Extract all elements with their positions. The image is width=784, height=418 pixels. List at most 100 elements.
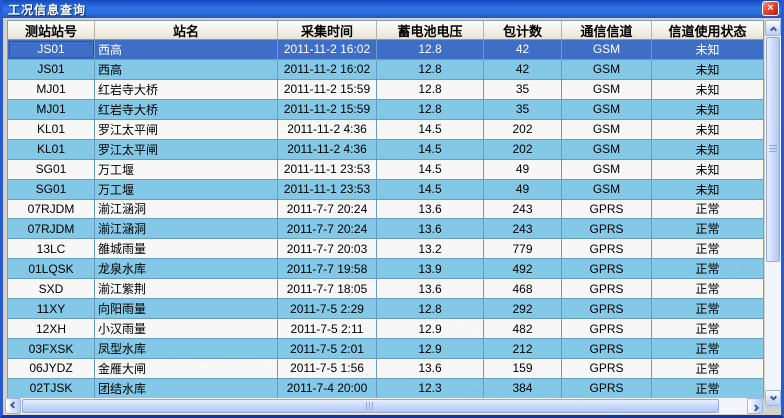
table-row[interactable]: KL01 罗江太平闸 2011-11-2 4:36 14.5 202 GSM 未知 — [8, 119, 763, 140]
close-icon[interactable]: × — [762, 1, 779, 16]
horizontal-scrollbar[interactable] — [5, 398, 763, 414]
scroll-left-button[interactable] — [5, 398, 21, 414]
cell-id: JS01 — [8, 59, 95, 79]
cell-channel: GSM — [562, 179, 652, 199]
table-body: JS01 西高 2011-11-2 16:02 12.8 42 GSM 未知 JS01 西高 20… — [8, 40, 763, 398]
chevron-right-icon — [751, 403, 759, 411]
cell-name: 雒城雨量 — [95, 239, 278, 259]
scroll-up-button[interactable] — [765, 20, 781, 36]
table-row[interactable]: 11XY 向阳雨量 2011-7-5 2:29 12.8 292 GPRS 正常 — [8, 299, 763, 320]
horizontal-scroll-thumb[interactable] — [22, 399, 719, 413]
station-status-table: 测站站号 站名 采集时间 蓄电池电压 包计数 通信信道 信道使用状态 JS01 西高 2011-… — [7, 20, 764, 399]
cell-name: 向阳雨量 — [95, 299, 278, 319]
cell-channel: GPRS — [562, 378, 652, 398]
cell-name: 团结水库 — [95, 378, 278, 398]
table-row[interactable]: 03FXSK 凤型水库 2011-7-5 2:01 12.9 212 GPRS 正常 — [8, 339, 763, 359]
cell-time: 2011-7-4 20:00 — [278, 378, 377, 398]
scroll-right-button[interactable] — [747, 398, 763, 414]
cell-packets: 243 — [484, 199, 562, 219]
table-row[interactable]: MJ01 红岩寺大桥 2011-11-2 15:59 12.8 35 GSM 未知 — [8, 79, 763, 100]
cell-channel: GSM — [562, 79, 652, 99]
vertical-scroll-track[interactable] — [765, 36, 781, 390]
column-header-id[interactable]: 测站站号 — [8, 21, 95, 40]
cell-time: 2011-7-7 20:24 — [278, 199, 377, 219]
column-header-time[interactable]: 采集时间 — [278, 21, 377, 40]
cell-id: MJ01 — [8, 99, 95, 119]
cell-voltage: 12.8 — [377, 79, 484, 99]
cell-name: 凤型水库 — [95, 339, 278, 358]
cell-voltage: 13.6 — [377, 279, 484, 299]
chevron-up-icon — [769, 25, 777, 33]
cell-channel: GSM — [562, 99, 652, 119]
column-header-voltage[interactable]: 蓄电池电压 — [377, 21, 484, 40]
cell-voltage: 13.6 — [377, 219, 484, 239]
cell-channel: GSM — [562, 139, 652, 159]
table-row[interactable]: SG01 万工堰 2011-11-1 23:53 14.5 49 GSM 未知 — [8, 179, 763, 200]
cell-name: 金雁大闸 — [95, 359, 278, 378]
vertical-scrollbar[interactable] — [765, 20, 781, 406]
cell-voltage: 12.9 — [377, 339, 484, 358]
cell-time: 2011-7-7 19:58 — [278, 259, 377, 279]
column-header-status[interactable]: 信道使用状态 — [652, 21, 763, 40]
table-row[interactable]: 06JYDZ 金雁大闸 2011-7-5 1:56 13.6 159 GPRS 正常 — [8, 359, 763, 379]
cell-packets: 42 — [484, 59, 562, 79]
table-row[interactable]: 07RJDM 湔江涵洞 2011-7-7 20:24 13.6 243 GPRS 正常 — [8, 199, 763, 220]
cell-time: 2011-7-7 20:24 — [278, 219, 377, 239]
table-row[interactable]: SG01 万工堰 2011-11-1 23:53 14.5 49 GSM 未知 — [8, 159, 763, 180]
cell-status: 未知 — [652, 119, 763, 139]
table-row[interactable]: 07RJDM 湔江涵洞 2011-7-7 20:24 13.6 243 GPRS 正常 — [8, 219, 763, 240]
cell-id: 02TJSK — [8, 378, 95, 398]
cell-voltage: 13.2 — [377, 239, 484, 259]
cell-channel: GPRS — [562, 199, 652, 219]
cell-packets: 468 — [484, 279, 562, 299]
cell-status: 正常 — [652, 239, 763, 259]
table-row[interactable]: 12XH 小汉雨量 2011-7-5 2:11 12.9 482 GPRS 正常 — [8, 319, 763, 340]
titlebar[interactable]: 工况信息查询 × — [3, 0, 781, 18]
table-row[interactable]: 13LC 雒城雨量 2011-7-7 20:03 13.2 779 GPRS 正常 — [8, 239, 763, 260]
cell-status: 正常 — [652, 259, 763, 279]
scroll-down-button[interactable] — [765, 390, 781, 406]
table-row[interactable]: JS01 西高 2011-11-2 16:02 12.8 42 GSM 未知 — [8, 59, 763, 80]
cell-packets: 42 — [484, 40, 562, 59]
cell-channel: GPRS — [562, 299, 652, 319]
cell-name: 万工堰 — [95, 159, 278, 179]
cell-status: 正常 — [652, 199, 763, 219]
chevron-left-icon — [9, 401, 17, 409]
cell-status: 正常 — [652, 279, 763, 299]
thumb-grip-icon — [769, 145, 777, 154]
cell-status: 正常 — [652, 299, 763, 319]
cell-id: SXD — [8, 279, 95, 299]
content-area: 安县绵阳市德阳市都江堰市彭州市 测站站号站名采集时间蓄电池电压包计数通信信道信道… — [3, 18, 781, 415]
column-header-channel[interactable]: 通信信道 — [562, 21, 652, 40]
cell-status: 未知 — [652, 79, 763, 99]
vertical-scroll-thumb[interactable] — [766, 37, 780, 262]
cell-packets: 292 — [484, 299, 562, 319]
table-row[interactable]: SXD 湔江紫荆 2011-7-7 18:05 13.6 468 GPRS 正常 — [8, 279, 763, 300]
header-row: 测站站号 站名 采集时间 蓄电池电压 包计数 通信信道 信道使用状态 — [8, 21, 763, 40]
cell-packets: 49 — [484, 179, 562, 199]
cell-voltage: 14.5 — [377, 159, 484, 179]
cell-name: 湔江涵洞 — [95, 219, 278, 239]
cell-name: 西高 — [95, 59, 278, 79]
cell-time: 2011-7-5 2:29 — [278, 299, 377, 319]
table-row[interactable]: JS01 西高 2011-11-2 16:02 12.8 42 GSM 未知 — [8, 40, 763, 60]
cell-time: 2011-11-2 4:36 — [278, 139, 377, 159]
cell-id: 11XY — [8, 299, 95, 319]
cell-id: 07RJDM — [8, 219, 95, 239]
table-row[interactable]: 01LQSK 龙泉水库 2011-7-7 19:58 13.9 492 GPRS 正常 — [8, 259, 763, 280]
cell-status: 正常 — [652, 359, 763, 378]
cell-name: 罗江太平闸 — [95, 119, 278, 139]
cell-id: 07RJDM — [8, 199, 95, 219]
cell-name: 龙泉水库 — [95, 259, 278, 279]
cell-packets: 49 — [484, 159, 562, 179]
table-row[interactable]: KL01 罗江太平闸 2011-11-2 4:36 14.5 202 GSM 未知 — [8, 139, 763, 160]
cell-time: 2011-11-1 23:53 — [278, 179, 377, 199]
column-header-name[interactable]: 站名 — [95, 21, 278, 40]
table-row[interactable]: 02TJSK 团结水库 2011-7-4 20:00 12.3 384 GPRS 正常 — [8, 378, 763, 398]
cell-channel: GPRS — [562, 359, 652, 378]
cell-packets: 202 — [484, 119, 562, 139]
horizontal-scroll-track[interactable] — [21, 398, 747, 414]
column-header-packets[interactable]: 包计数 — [484, 21, 562, 40]
table-row[interactable]: MJ01 红岩寺大桥 2011-11-2 15:59 12.8 35 GSM 未知 — [8, 99, 763, 120]
cell-time: 2011-11-2 15:59 — [278, 79, 377, 99]
